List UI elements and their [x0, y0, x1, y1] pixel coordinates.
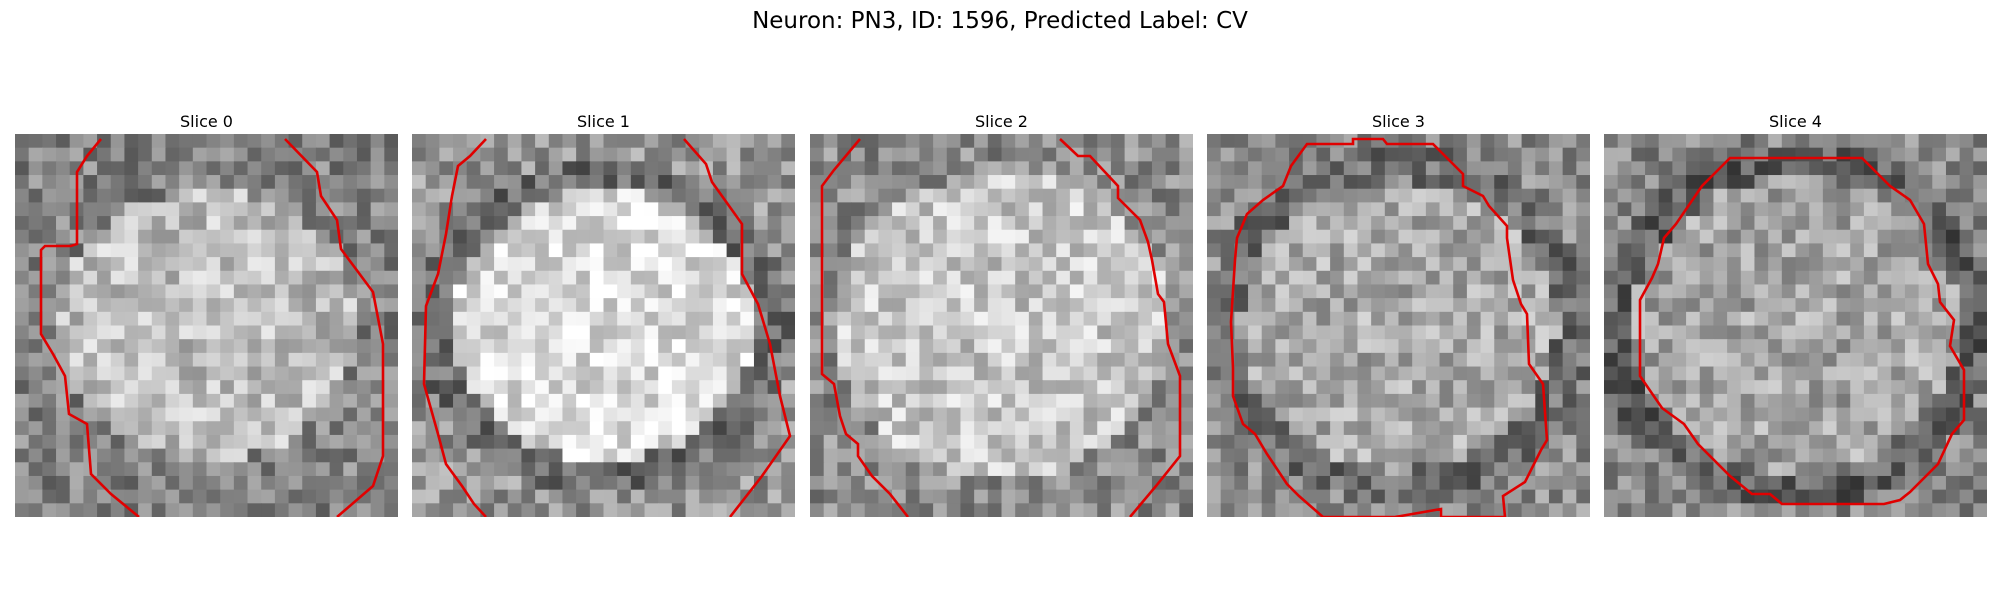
segmentation-contour-2b — [1059, 138, 1182, 517]
slice-pixels-0 — [15, 134, 398, 517]
slice-panel-0: Slice 0 — [15, 110, 398, 517]
slice-title-4: Slice 4 — [1769, 112, 1822, 131]
slice-image-1 — [412, 134, 795, 517]
slice-pixels-3 — [1207, 134, 1590, 517]
slice-image-4 — [1604, 134, 1987, 517]
slice-panel-3: Slice 3 — [1207, 110, 1590, 517]
slice-pixels-4 — [1604, 134, 1987, 517]
segmentation-contour-3 — [1229, 137, 1549, 517]
segmentation-contour-4 — [1638, 156, 1966, 506]
segmentation-contour-1b — [683, 138, 792, 517]
slice-pixels-1 — [412, 134, 795, 517]
segmentation-contour-0 — [39, 138, 140, 517]
slice-image-0 — [15, 134, 398, 517]
slice-title-1: Slice 1 — [577, 112, 630, 131]
segmentation-contour-0b — [284, 138, 385, 517]
figure-title: Neuron: PN3, ID: 1596, Predicted Label: … — [752, 8, 1248, 34]
slice-panel-4: Slice 4 — [1604, 110, 1987, 517]
segmentation-contour-1 — [422, 138, 487, 517]
slice-title-2: Slice 2 — [975, 112, 1028, 131]
slice-image-3 — [1207, 134, 1590, 517]
slice-title-3: Slice 3 — [1372, 112, 1425, 131]
slice-image-2 — [810, 134, 1193, 517]
segmentation-contour-2 — [820, 138, 910, 517]
slice-panel-2: Slice 2 — [810, 110, 1193, 517]
slice-title-0: Slice 0 — [180, 112, 233, 131]
slice-pixels-2 — [810, 134, 1193, 517]
slice-panel-1: Slice 1 — [412, 110, 795, 517]
